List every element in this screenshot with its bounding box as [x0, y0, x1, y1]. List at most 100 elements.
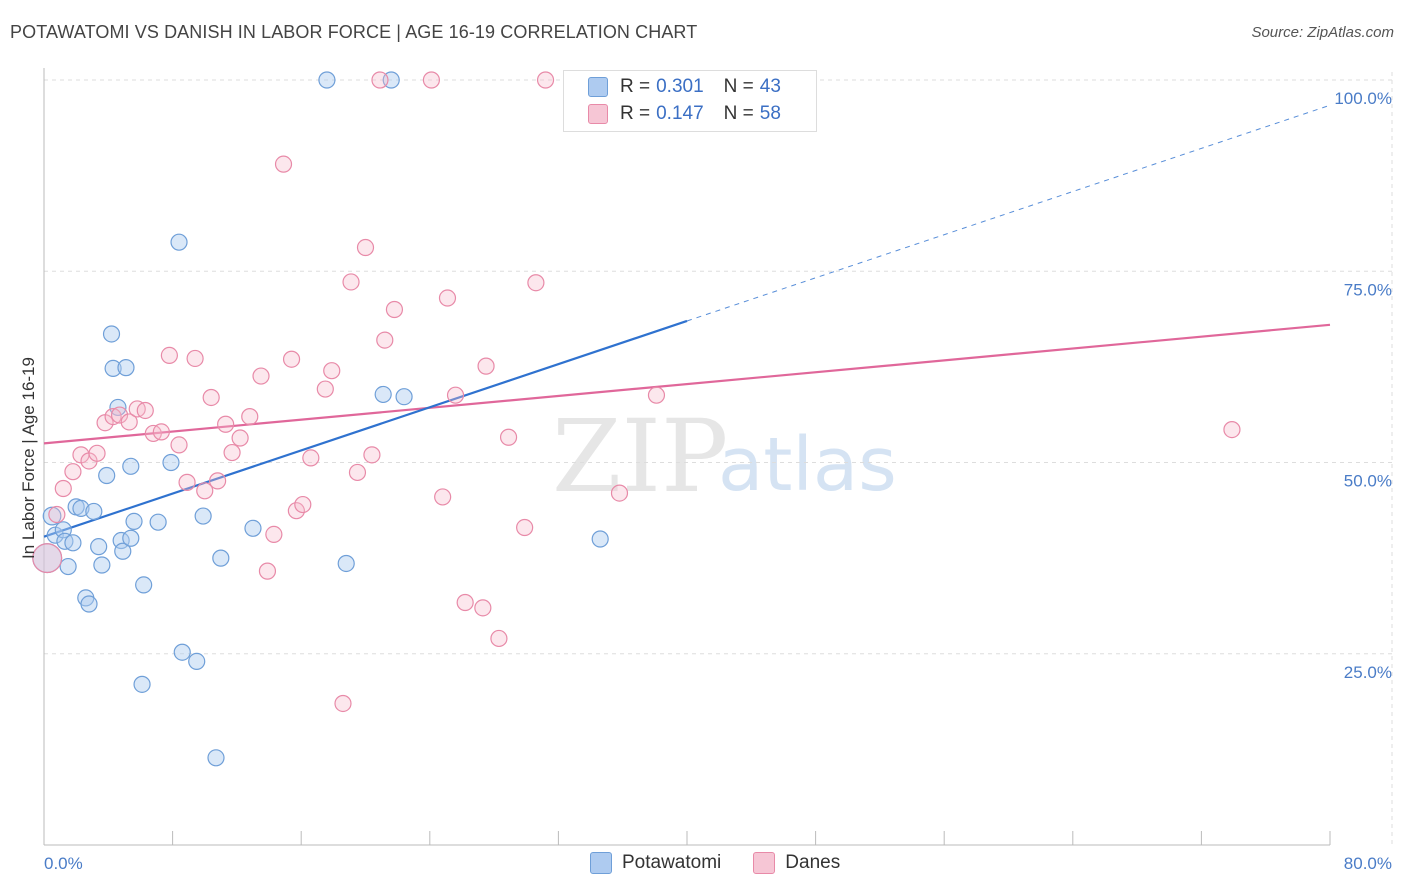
potawatomi-point [194, 507, 212, 525]
danes-point [152, 423, 170, 441]
danes-swatch [588, 104, 608, 124]
potawatomi-point [122, 529, 140, 547]
danes-point [1223, 421, 1241, 439]
legend-label-potawatomi: Potawatomi [622, 852, 722, 873]
danes-point [302, 449, 320, 467]
legend-n-label: N = [723, 76, 754, 97]
legend-row-potawatomi: R = 0.301 N = 43 [588, 75, 781, 99]
danes-point [323, 362, 341, 380]
potawatomi-point [135, 576, 153, 594]
y-tick-label: 100.0% [1334, 89, 1392, 108]
y-tick-label: 25.0% [1344, 663, 1392, 682]
grid-lines [44, 72, 1393, 845]
potawatomi-point [93, 556, 111, 574]
danes-point [64, 463, 82, 481]
danes-point [456, 593, 474, 612]
danes-point [274, 155, 293, 173]
danes-point [223, 443, 241, 462]
danes-point [422, 71, 441, 89]
danes-point [348, 463, 367, 482]
potawatomi-trend-extension [686, 104, 1331, 322]
chart-title: POTAWATOMI VS DANISH IN LABOR FORCE | AG… [10, 22, 698, 42]
danes-point [104, 408, 122, 426]
potawatomi-point [207, 749, 225, 767]
potawatomi-point [318, 71, 336, 89]
potawatomi-point [98, 466, 116, 485]
legend-r-value: 0.301 [656, 76, 704, 97]
danes-point [120, 413, 138, 431]
danes-point [202, 388, 220, 407]
legend-r-label: R = [620, 103, 651, 124]
potawatomi-point [59, 557, 77, 576]
trend-lines [43, 104, 1331, 538]
danes-point [527, 274, 545, 292]
potawatomi-point [104, 359, 122, 378]
legend-n-label: N = [723, 103, 754, 124]
danes-point [136, 401, 154, 420]
danes-point [32, 543, 63, 574]
potawatomi-point [170, 233, 188, 251]
danes-point [516, 518, 534, 537]
danes-point [376, 331, 394, 349]
legend-r-value: 0.147 [656, 103, 704, 124]
tick-labels: 25.0% 50.0% 75.0% 100.0% 0.0% 80.0% [44, 89, 1392, 873]
potawatomi-point [212, 549, 230, 567]
danes-point [499, 428, 518, 446]
danes-point [438, 289, 457, 307]
danes-point [342, 273, 360, 291]
potawatomi-point [90, 538, 108, 556]
series-legend: Potawatomi Danes [590, 852, 872, 874]
potawatomi-point [149, 513, 167, 531]
danes-point [252, 367, 270, 385]
danes-point [186, 349, 204, 368]
potawatomi-point [42, 506, 62, 526]
legend-item-danes[interactable]: Danes [753, 852, 840, 874]
danes-point [170, 436, 188, 454]
danes-point [316, 380, 334, 398]
danes-point [294, 495, 312, 514]
danes-point [160, 346, 178, 364]
watermark-zip: ZIP [552, 398, 729, 515]
potawatomi-point [114, 542, 132, 560]
danes-point [334, 694, 352, 713]
potawatomi-point [117, 359, 135, 377]
potawatomi-point [72, 499, 90, 517]
danes-point [356, 238, 375, 257]
legend-r-label: R = [620, 76, 651, 97]
legend-item-potawatomi[interactable]: Potawatomi [590, 852, 721, 874]
legend-label-danes: Danes [785, 852, 841, 873]
potawatomi-point [102, 325, 121, 343]
danes-point [196, 482, 214, 500]
potawatomi-point [64, 534, 82, 552]
potawatomi-point [133, 675, 151, 693]
y-tick-label: 75.0% [1344, 280, 1392, 299]
potawatomi-point [173, 643, 191, 661]
danes-point [241, 408, 259, 426]
potawatomi-point [395, 388, 413, 406]
potawatomi-point [85, 502, 103, 521]
source-label: Source: ZipAtlas.com [1251, 24, 1394, 41]
potawatomi-point [122, 457, 140, 475]
correlation-legend: R = 0.301 N = 43 R = 0.147 N = 58 [563, 70, 817, 132]
danes-point [217, 415, 235, 433]
danes-point [48, 505, 66, 524]
danes-point [88, 444, 106, 462]
danes-swatch [753, 852, 776, 874]
danes-point [287, 502, 305, 520]
danes-point [54, 479, 72, 498]
potawatomi-point [244, 519, 262, 537]
axes [43, 68, 1331, 846]
danes-point [647, 386, 666, 404]
danes-point [363, 446, 381, 464]
danes-point [110, 406, 129, 424]
legend-row-danes: R = 0.147 N = 58 [588, 102, 781, 126]
danes-point [490, 629, 508, 648]
watermark-atlas: atlas [718, 422, 897, 508]
danes-point [536, 71, 555, 89]
danes-point [385, 300, 404, 319]
danes-point [265, 525, 283, 544]
potawatomi-point [162, 453, 180, 472]
danes-trend-line [43, 323, 1331, 445]
potawatomi-point [591, 530, 609, 548]
